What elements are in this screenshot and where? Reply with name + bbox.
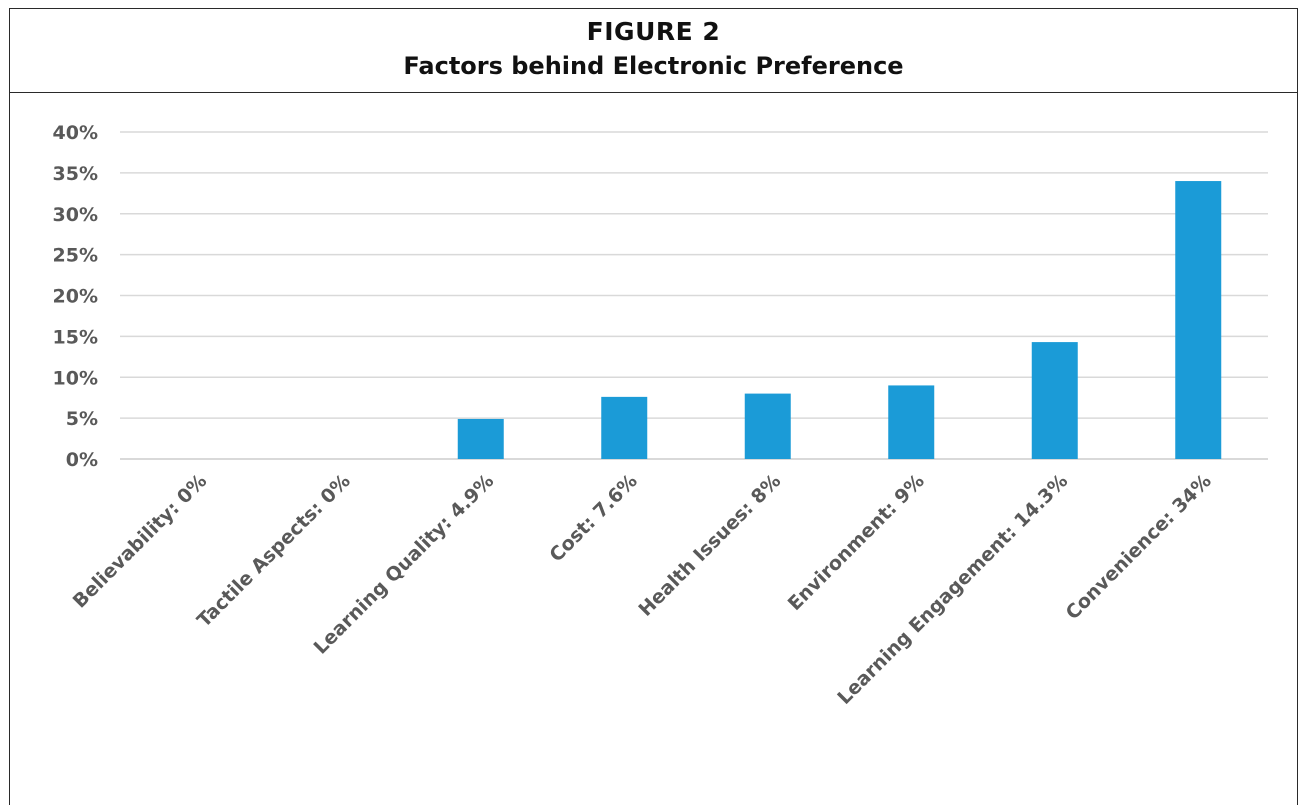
y-tick-label: 30% — [53, 204, 98, 226]
x-category-label: Believability: 0% — [69, 470, 212, 613]
figure-label: FIGURE 2 — [586, 17, 721, 46]
bar — [1175, 181, 1222, 460]
x-category-label: Learning Engagement: 14.3% — [833, 470, 1072, 709]
x-axis-category-labels: Believability: 0%Tactile Aspects: 0% Lear… — [69, 470, 1216, 709]
y-tick-label: 10% — [53, 367, 98, 389]
y-tick-label: 5% — [66, 408, 98, 430]
x-category-label: Convenience: 34% — [1062, 470, 1216, 624]
figure-title: Factors behind Electronic Preference — [403, 52, 904, 80]
y-tick-label: 40% — [53, 122, 98, 144]
y-axis-tick-labels: 0% 5% 10% 15% 20% 25% 30% 35% 40% — [53, 122, 98, 471]
figure-header: FIGURE 2 Factors behind Electronic Prefe… — [10, 9, 1297, 93]
bars — [457, 181, 1222, 460]
y-tick-label: 35% — [53, 163, 98, 185]
bar — [601, 396, 648, 459]
x-category-label: Environment: 9% — [784, 470, 929, 615]
y-tick-label: 15% — [53, 326, 98, 348]
bar — [888, 385, 935, 459]
x-category-label: Cost: 7.6% — [545, 470, 641, 566]
gridlines — [120, 131, 1268, 460]
figure-frame: FIGURE 2 Factors behind Electronic Prefe… — [9, 8, 1298, 805]
y-tick-label: 20% — [53, 286, 98, 308]
bar — [1031, 342, 1078, 459]
x-category-label: Tactile Aspects: 0% — [193, 470, 355, 632]
bar — [744, 393, 791, 459]
x-category-label: Health Issues: 8% — [635, 470, 786, 621]
y-tick-label: 25% — [53, 245, 98, 267]
y-tick-label: 0% — [66, 449, 98, 471]
bar — [457, 418, 504, 459]
